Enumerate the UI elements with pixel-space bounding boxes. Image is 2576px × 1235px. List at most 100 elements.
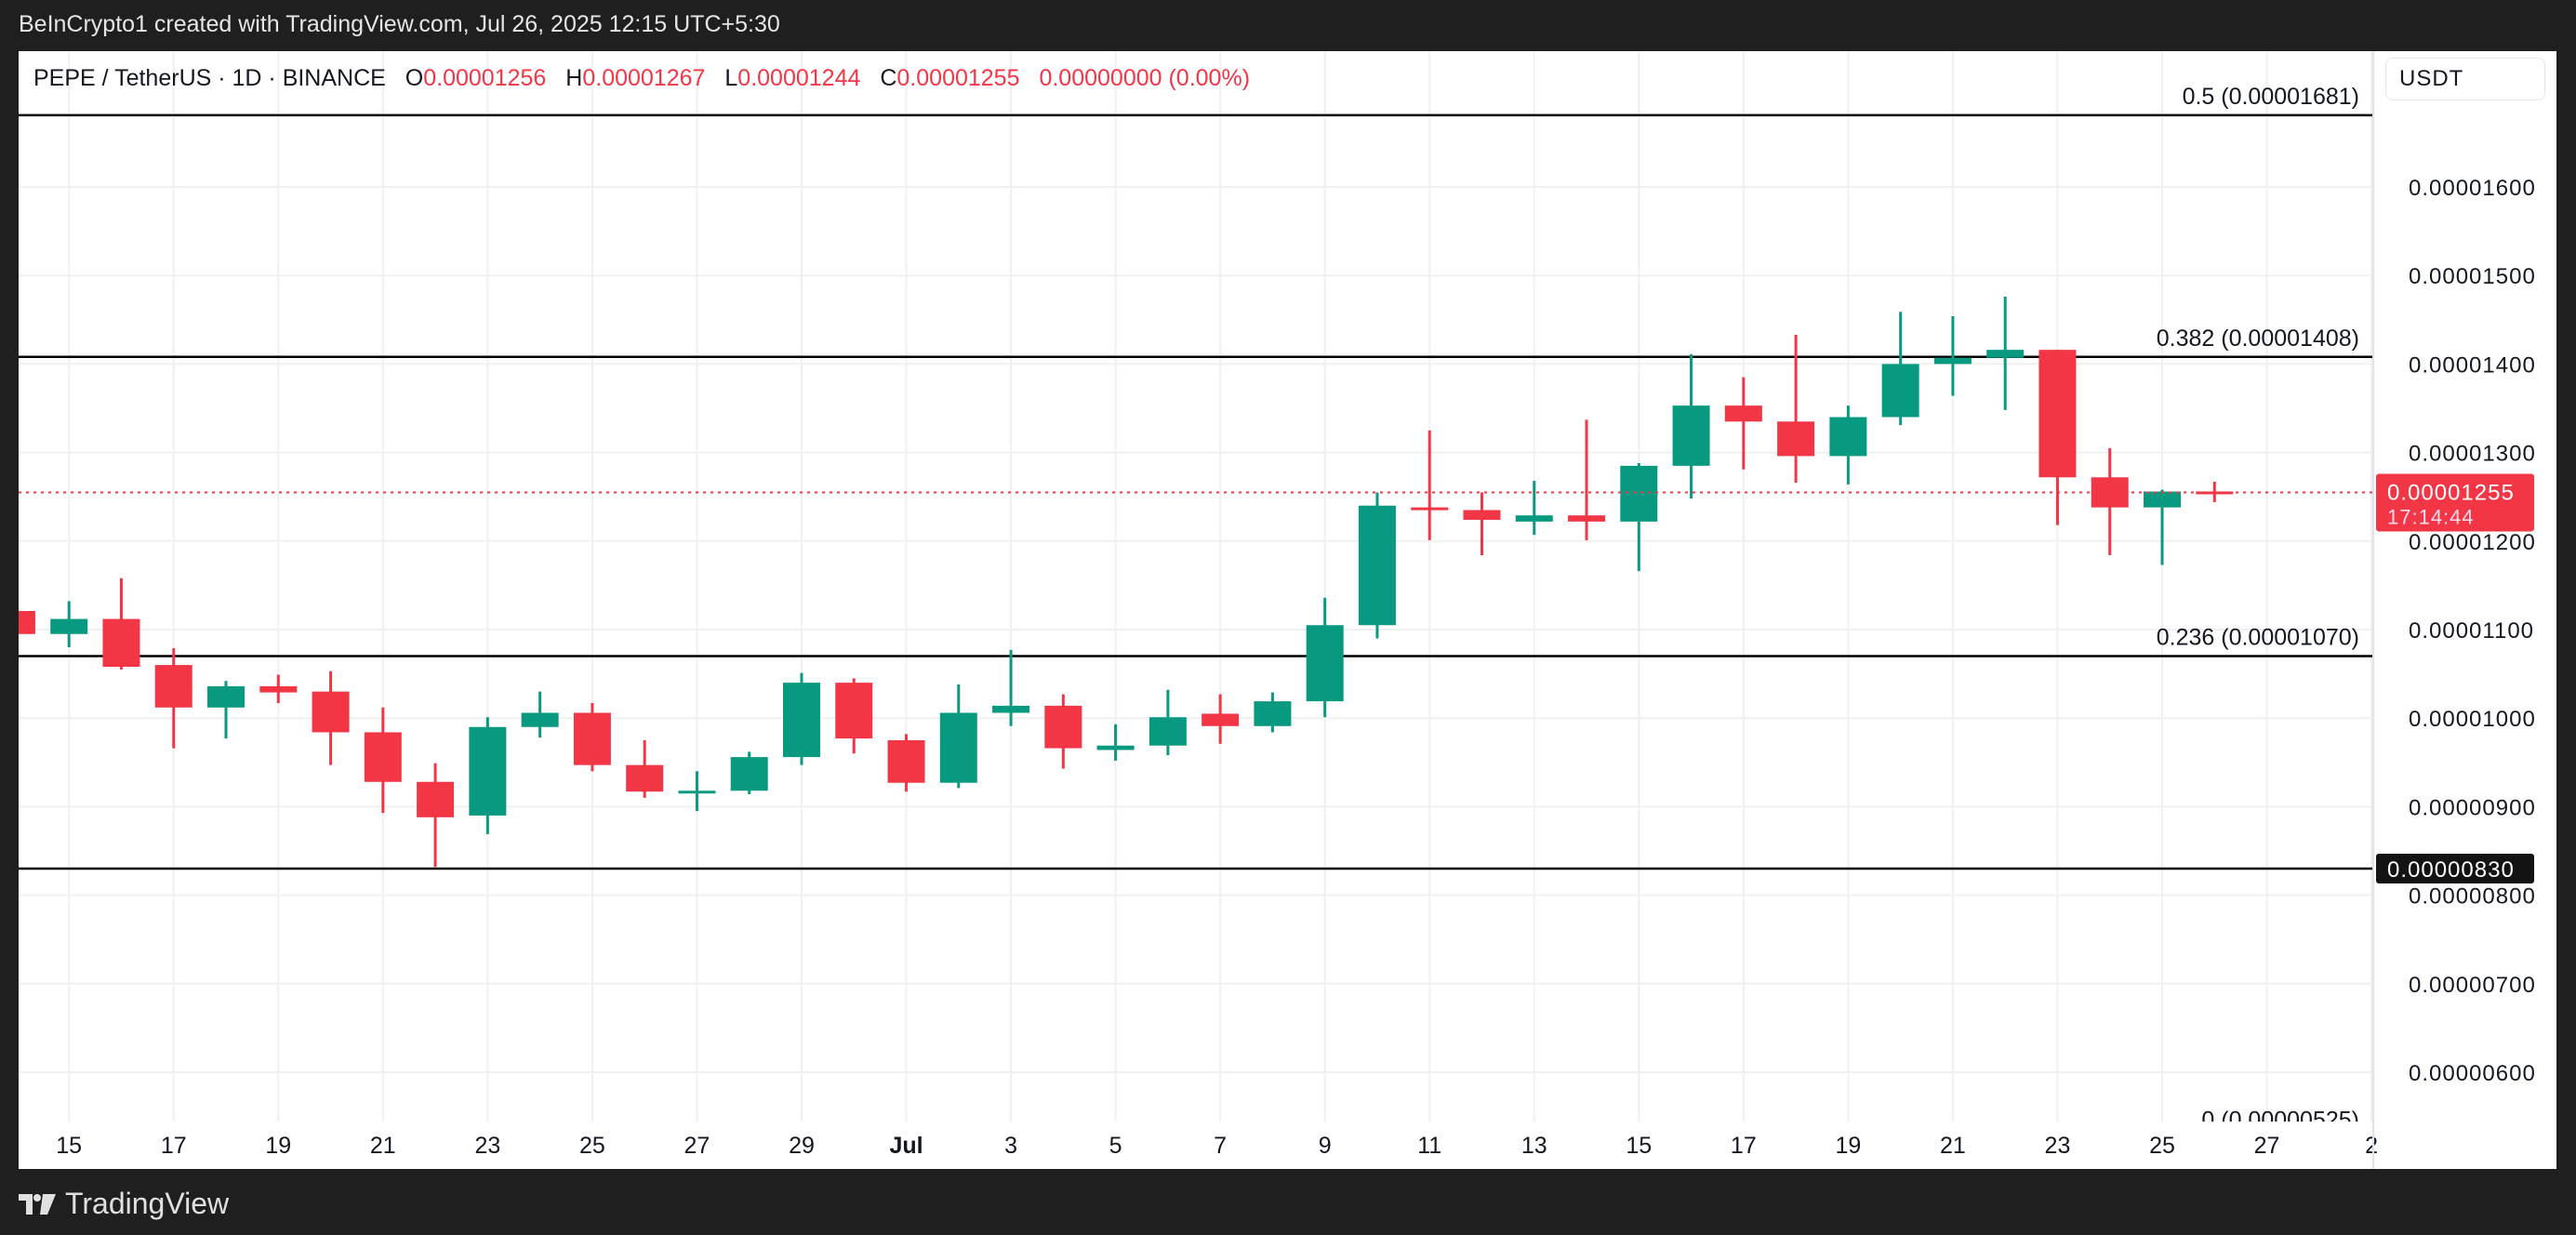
marked-level-label <box>2376 854 2534 884</box>
low-key: L <box>724 65 738 91</box>
candle-body <box>1933 357 1972 365</box>
candle <box>154 647 193 749</box>
candle-body <box>102 618 140 667</box>
candle-body <box>1358 505 1396 626</box>
y-tick-label: 0.00001300 <box>2409 442 2536 467</box>
candle <box>19 611 35 634</box>
symbol-label[interactable]: PEPE / TetherUS · 1D · BINANCE <box>33 65 386 91</box>
x-tick-label: 17 <box>1731 1133 1757 1159</box>
x-tick-label: 2 <box>2365 1133 2378 1159</box>
ohlc-legend: PEPE / TetherUS · 1D · BINANCE O0.000012… <box>33 65 1263 92</box>
candle-body <box>1672 405 1710 466</box>
current-price-text: 0.00001255 <box>2387 480 2515 505</box>
candle-body <box>1777 421 1815 457</box>
x-tick-label: 15 <box>56 1133 82 1159</box>
x-tick-label: 11 <box>1417 1133 1441 1159</box>
candle-body <box>1044 705 1082 749</box>
y-tick-label: 0.00001200 <box>2409 530 2536 555</box>
candle <box>730 751 768 795</box>
candle <box>1620 463 1658 572</box>
x-tick-label: 23 <box>474 1133 500 1159</box>
candle-body <box>730 757 768 791</box>
candle <box>2091 447 2129 556</box>
candle <box>417 763 455 868</box>
candle-body <box>1149 717 1187 746</box>
candle <box>207 681 246 739</box>
candle <box>259 674 298 704</box>
candle-body <box>887 740 925 783</box>
candle <box>1306 597 1344 718</box>
candle <box>1724 377 1762 470</box>
candle-body <box>626 764 664 792</box>
candle-body <box>1986 350 2025 358</box>
candle <box>1568 419 1606 540</box>
x-tick-label: 27 <box>684 1133 710 1159</box>
fib-level-label: 0 (0.00000525) <box>2201 1107 2359 1133</box>
change-value: 0.00000000 (0.00%) <box>1039 65 1251 91</box>
candle-body <box>2144 491 2181 508</box>
x-tick-label: 29 <box>789 1133 815 1159</box>
candle-body <box>1829 417 1867 457</box>
y-tick-label: 0.00001600 <box>2409 176 2536 201</box>
open-key: O <box>405 65 424 91</box>
marked-level-text: 0.00000830 <box>2387 857 2515 883</box>
x-tick-label: 9 <box>1319 1133 1332 1159</box>
footer-brand: TradingView <box>19 1187 229 1221</box>
candle <box>1463 492 1501 556</box>
candle <box>1777 334 1815 483</box>
candle <box>1933 315 1972 396</box>
y-tick-label: 0.00001000 <box>2409 707 2536 732</box>
high-value: 0.00001267 <box>582 65 706 91</box>
fib-level-label: 0.382 (0.00001408) <box>2157 325 2359 352</box>
x-tick-label: 3 <box>1004 1133 1017 1159</box>
candle <box>312 671 350 765</box>
candlestick-chart[interactable]: 0.5 (0.00001681) 0.382 (0.00001408) 0.236 … <box>19 51 2556 1169</box>
candle-body <box>2038 350 2077 478</box>
candle-body <box>1254 701 1292 726</box>
candle <box>1149 689 1187 756</box>
candle <box>835 678 873 754</box>
candle <box>1096 724 1135 761</box>
candle <box>1358 492 1396 639</box>
candle-body <box>19 611 35 634</box>
candle <box>678 771 716 812</box>
x-tick-label: 19 <box>1835 1133 1861 1159</box>
x-tick-label: 15 <box>1626 1133 1652 1159</box>
x-tick-label: 21 <box>1940 1133 1966 1159</box>
candle-body <box>1620 465 1658 522</box>
x-tick-label: 7 <box>1214 1133 1227 1159</box>
candle-body <box>573 712 611 765</box>
y-tick-label: 0.00000800 <box>2409 884 2536 910</box>
x-tick-label: 13 <box>1521 1133 1547 1159</box>
x-tick-label: 27 <box>2254 1133 2280 1159</box>
candle <box>1202 694 1240 744</box>
plot-area: 0.5 (0.00001681) 0.382 (0.00001408) 0.236 … <box>19 51 2372 1133</box>
countdown-text: 17:14:44 <box>2387 505 2475 528</box>
currency-button[interactable]: USDT <box>2385 58 2545 100</box>
candle-body <box>1515 515 1553 522</box>
candle-body <box>835 683 873 739</box>
x-tick-label: 17 <box>161 1133 187 1159</box>
candle <box>887 734 925 792</box>
x-tick-label: 25 <box>2149 1133 2175 1159</box>
open-value: 0.00001256 <box>423 65 547 91</box>
candle <box>939 684 977 789</box>
x-tick-label: 5 <box>1109 1133 1122 1159</box>
chart-panel[interactable]: 0.5 (0.00001681) 0.382 (0.00001408) 0.236 … <box>19 51 2556 1169</box>
x-tick-label: Jul <box>889 1133 923 1159</box>
candle-body <box>1096 745 1135 750</box>
candle-body <box>1202 713 1240 726</box>
attribution-header: BeInCrypto1 created with TradingView.com… <box>19 11 780 37</box>
candle <box>1986 297 2025 410</box>
y-tick-label: 0.00000900 <box>2409 795 2536 820</box>
candle-body <box>992 705 1030 713</box>
candle-body <box>1724 405 1762 422</box>
candle <box>782 672 820 765</box>
candle <box>1044 694 1082 769</box>
candle <box>521 691 559 738</box>
candle <box>1515 481 1553 536</box>
candle-body <box>312 691 350 733</box>
y-tick-label: 0.00001500 <box>2409 264 2536 289</box>
candle-body <box>1568 515 1606 522</box>
y-tick-label: 0.00000600 <box>2409 1061 2536 1086</box>
